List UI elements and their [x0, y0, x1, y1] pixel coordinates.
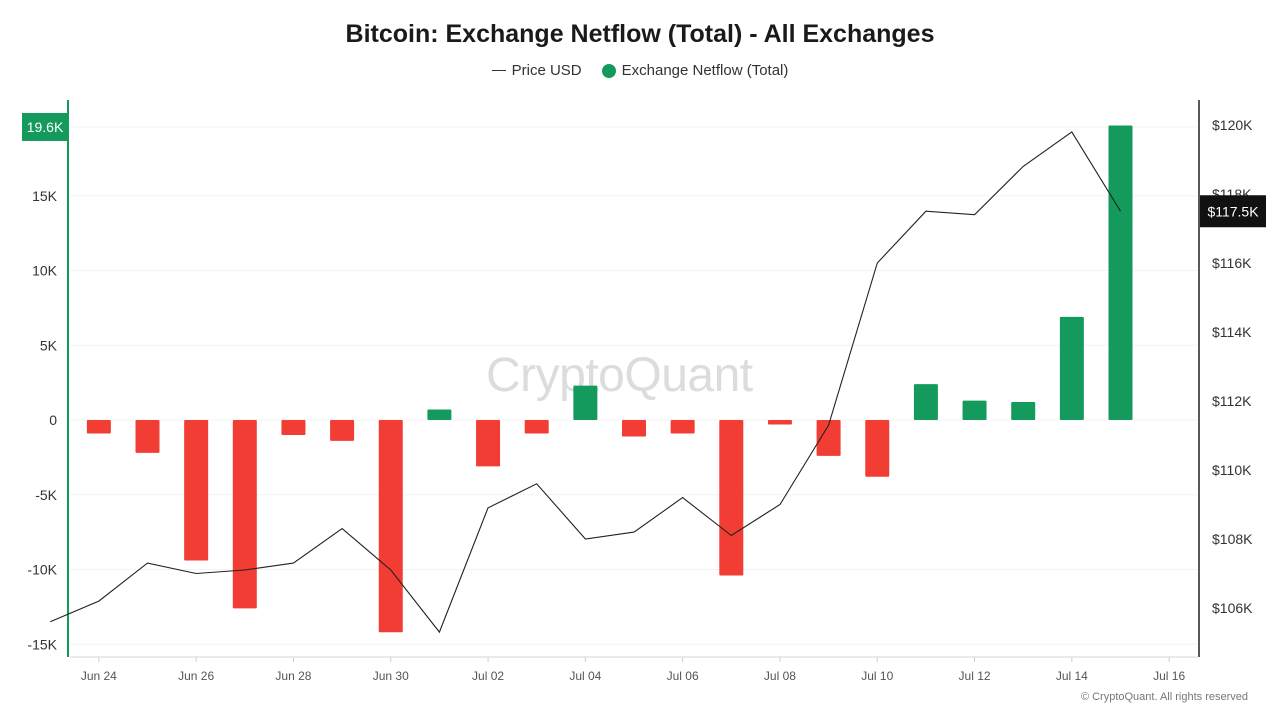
right-axis-tick-label: $110K: [1212, 462, 1252, 478]
legend-label-price: Price USD: [511, 62, 582, 79]
legend-label-netflow: Exchange Netflow (Total): [621, 62, 789, 79]
netflow-bar: [865, 420, 890, 477]
netflow-bar: [816, 420, 841, 456]
legend-item-price[interactable]: Price USD: [491, 62, 582, 79]
netflow-bar: [135, 420, 160, 453]
netflow-bar: [86, 420, 111, 434]
netflow-bar: [427, 409, 452, 420]
chart-legend: Price USD Exchange Netflow (Total): [0, 62, 1280, 79]
netflow-bar: [330, 420, 355, 441]
legend-dot-marker: [601, 63, 616, 78]
netflow-bar: [573, 385, 598, 420]
left-axis-tick-label: 10K: [32, 263, 58, 279]
right-axis-tick-label: $116K: [1212, 255, 1252, 271]
right-axis-tick-label: $120K: [1212, 117, 1253, 133]
left-axis-tick-label: 15K: [32, 188, 58, 204]
netflow-bar: [962, 400, 987, 420]
netflow-bar: [378, 420, 403, 633]
x-axis-tick-label: Jul 10: [861, 669, 893, 683]
netflow-bar: [719, 420, 744, 576]
right-axis-tick-label: $112K: [1212, 393, 1252, 409]
left-axis-tick-label: -10K: [27, 562, 57, 578]
netflow-value-badge: [22, 112, 68, 141]
x-axis-tick-label: Jun 30: [373, 669, 409, 683]
netflow-bar: [184, 420, 209, 561]
chart-title: Bitcoin: Exchange Netflow (Total) - All …: [345, 20, 935, 48]
netflow-bar: [767, 420, 792, 425]
left-axis-tick-label: -15K: [27, 636, 57, 652]
netflow-bar: [670, 420, 695, 434]
price-line: [49, 131, 1121, 634]
x-axis-tick-label: Jul 08: [764, 669, 796, 683]
netflow-bar: [281, 420, 306, 435]
right-axis-tick-label: $114K: [1212, 324, 1252, 340]
price-value-badge-label: $117.5K: [1207, 203, 1259, 219]
x-axis-tick-label: Jul 04: [569, 669, 601, 683]
netflow-value-badge-label: 19.6K: [27, 119, 64, 135]
legend-line-marker: [491, 70, 506, 71]
netflow-bar: [1011, 402, 1036, 420]
watermark: CryptoQuant: [486, 349, 753, 402]
x-axis-tick-label: Jul 02: [472, 669, 504, 683]
copyright-footer: © CryptoQuant. All rights reserved: [1080, 691, 1248, 703]
x-axis-tick-label: Jul 16: [1153, 669, 1185, 683]
x-axis-tick-label: Jun 24: [81, 669, 117, 683]
right-axis-tick-label: $108K: [1212, 531, 1253, 547]
netflow-bar: [1108, 125, 1133, 421]
x-axis-tick-label: Jun 26: [178, 669, 214, 683]
right-axis-tick-label: $106K: [1212, 600, 1253, 616]
left-axis-tick-label: -5K: [35, 487, 57, 503]
x-axis-tick-label: Jun 28: [275, 669, 311, 683]
netflow-bar: [476, 420, 501, 467]
netflow-bar: [622, 420, 646, 437]
left-axis-tick-label: 5K: [40, 337, 58, 353]
netflow-bar: [1059, 316, 1084, 420]
x-axis-tick-label: Jul 12: [959, 669, 991, 683]
netflow-bar: [913, 384, 938, 420]
x-axis-tick-label: Jul 14: [1056, 669, 1088, 683]
legend-item-netflow[interactable]: Exchange Netflow (Total): [601, 62, 789, 79]
netflow-bar: [232, 420, 257, 609]
left-axis-tick-label: 0: [49, 412, 57, 428]
netflow-bar: [524, 420, 549, 434]
x-axis-tick-label: Jul 06: [667, 669, 699, 683]
price-value-badge: [1200, 195, 1266, 228]
